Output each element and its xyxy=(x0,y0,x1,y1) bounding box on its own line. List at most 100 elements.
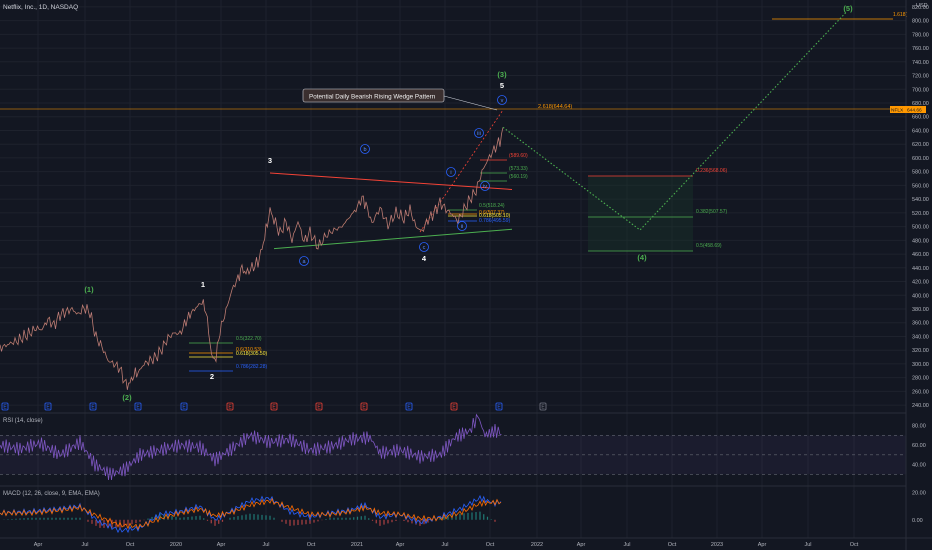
fib-label-8: 0.5(322.70) xyxy=(236,336,262,342)
time-tick-17: Jul xyxy=(804,542,811,548)
time-tick-18: Oct xyxy=(850,542,859,548)
last-price-symbol: NFLX xyxy=(891,108,904,114)
price-tick-6: 360.00 xyxy=(912,321,929,327)
time-tick-0: Apr xyxy=(34,542,43,548)
price-tick-14: 520.00 xyxy=(912,211,929,217)
symbol-label: Netflix, Inc., 1D, NASDAQ xyxy=(3,4,78,11)
wave-circle-2 xyxy=(419,242,429,252)
fib-2618-text: 2.618(644.64) xyxy=(538,104,572,110)
wave-label-3: (4) xyxy=(637,253,647,262)
last-price-tag: NFLX 644.66 xyxy=(890,106,926,114)
fib-label-2: (573.33) xyxy=(509,166,528,172)
wave-circle-label-1: b xyxy=(363,147,366,153)
macd-tick-1: 0.00 xyxy=(912,518,923,524)
event-label-7: E xyxy=(317,405,321,411)
event-box-4 xyxy=(180,402,188,411)
price-tick-13: 500.00 xyxy=(912,225,929,231)
price-tick-22: 680.00 xyxy=(912,101,929,107)
price-tick-0: 240.00 xyxy=(912,403,929,409)
price-tick-16: 560.00 xyxy=(912,183,929,189)
event-label-0: E xyxy=(3,405,7,411)
fib-label-9: 0.6(310.53) xyxy=(236,347,262,353)
rsi-label: RSI (14, close) xyxy=(3,418,43,424)
fib-label-5: 0.6(507.37) xyxy=(479,210,505,216)
time-tick-13: Jul xyxy=(623,542,630,548)
macd-tick-0: 20.00 xyxy=(912,491,926,497)
annotation-callout: Potential Daily Bearish Rising Wedge Pat… xyxy=(302,88,498,111)
event-label-8: E xyxy=(362,405,366,411)
price-tick-4: 320.00 xyxy=(912,348,929,354)
annotation-text: Potential Daily Bearish Rising Wedge Pat… xyxy=(309,94,436,101)
fib-levels: 2.618(644.64) 1.618((589.60) (573.33) (560.… xyxy=(0,12,908,372)
rsi-tick-0: 80.00 xyxy=(912,424,926,430)
wave-circle-0 xyxy=(299,256,309,266)
fib-label-0: 1.618( xyxy=(893,12,908,18)
wave-circle-5 xyxy=(474,128,484,138)
event-label-9: E xyxy=(407,405,411,411)
event-label-2: E xyxy=(91,405,95,411)
macd-signal-line xyxy=(0,497,502,531)
price-tick-2: 280.00 xyxy=(912,376,929,382)
wave-label-8: 4 xyxy=(422,254,427,263)
fib-label-14: 0.5(458.69) xyxy=(696,243,722,249)
event-box-0 xyxy=(1,402,9,411)
time-tick-16: Apr xyxy=(758,542,767,548)
price-tick-3: 300.00 xyxy=(912,362,929,368)
fib-label-11: 0.786(282.28) xyxy=(236,364,267,370)
event-box-3 xyxy=(134,402,142,411)
fib-label-1: (589.60) xyxy=(509,153,528,159)
time-tick-1: Jul xyxy=(81,542,88,548)
event-label-11: E xyxy=(497,405,501,411)
wave-label-2: (3) xyxy=(497,70,507,79)
wave-circle-label-4: ii xyxy=(461,224,463,230)
price-tick-24: 720.00 xyxy=(912,74,929,80)
event-label-5: E xyxy=(228,405,232,411)
time-tick-7: 2021 xyxy=(351,542,363,548)
wave-label-7: 3 xyxy=(268,156,272,165)
time-tick-5: Jul xyxy=(262,542,269,548)
time-tick-12: Apr xyxy=(577,542,586,548)
event-box-12 xyxy=(539,402,547,411)
price-axis: 240.00 260.00 280.00 300.00 320.00 340.00 360.… xyxy=(905,0,929,550)
wave-circle-3 xyxy=(446,167,456,177)
projection-path xyxy=(502,12,847,231)
time-tick-15: 2023 xyxy=(711,542,723,548)
price-tick-9: 420.00 xyxy=(912,280,929,286)
time-tick-4: Apr xyxy=(217,542,226,548)
rsi-pane: 80.00 60.00 40.00 xyxy=(0,413,926,481)
time-tick-3: 2020 xyxy=(170,542,182,548)
price-tick-20: 640.00 xyxy=(912,128,929,134)
wave-circle-1 xyxy=(360,144,370,154)
event-box-8 xyxy=(360,402,368,411)
wave-circle-label-6: iv xyxy=(483,184,487,190)
wave-circle-label-7: v xyxy=(501,98,504,104)
event-box-9 xyxy=(405,402,413,411)
event-box-6 xyxy=(270,402,278,411)
event-label-10: E xyxy=(452,405,456,411)
price-tick-29: 820.00 xyxy=(912,5,929,11)
time-tick-14: Oct xyxy=(668,542,677,548)
price-tick-17: 580.00 xyxy=(912,170,929,176)
wave-label-1: (2) xyxy=(122,393,132,402)
price-tick-1: 260.00 xyxy=(912,389,929,395)
price-tick-12: 480.00 xyxy=(912,238,929,244)
wave-label-0: (1) xyxy=(84,285,94,294)
time-tick-6: Oct xyxy=(307,542,316,548)
projection-line xyxy=(502,12,847,231)
event-label-12: E xyxy=(541,405,545,411)
event-box-11 xyxy=(495,402,503,411)
time-tick-10: Oct xyxy=(486,542,495,548)
wave-label-4: (5) xyxy=(843,4,853,13)
time-tick-11: 2022 xyxy=(531,542,543,548)
time-tick-8: Apr xyxy=(396,542,405,548)
wave-circle-4 xyxy=(457,221,467,231)
price-line-highlight xyxy=(0,127,504,390)
fib-label-4: 0.5(518.24) xyxy=(479,203,505,209)
price-tick-11: 460.00 xyxy=(912,252,929,258)
event-box-5 xyxy=(226,402,234,411)
currency-label: USD xyxy=(916,3,928,9)
wave-label-6: 2 xyxy=(210,372,214,381)
fib-label-10: 0.618(305.50) xyxy=(236,351,267,357)
macd-pane: 20.00 0.00 xyxy=(0,491,926,534)
